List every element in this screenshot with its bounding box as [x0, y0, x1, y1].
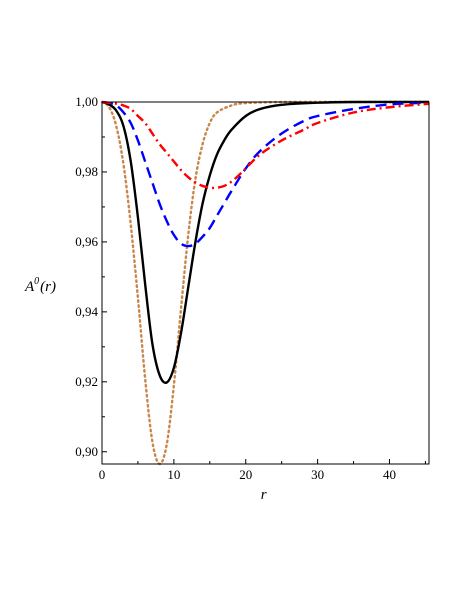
series-line-dotted	[100, 100, 431, 466]
y-tick-label: 0,96	[75, 234, 98, 249]
y-axis-label: A0(r)	[24, 276, 56, 295]
y-axis-label-arg: (r)	[40, 279, 56, 295]
y-tick-label: 0,90	[75, 444, 98, 459]
x-tick-label: 0	[99, 467, 106, 482]
x-tick-label: 30	[311, 467, 324, 482]
y-tick-label: 0,94	[75, 304, 98, 319]
y-axis-label-base: A	[24, 279, 35, 295]
x-tick-label: 10	[167, 467, 180, 482]
y-axis-label-superscript: 0	[34, 276, 39, 287]
series-line-solid	[101, 100, 430, 384]
plot-lines	[100, 100, 431, 466]
y-tick-label: 1,00	[75, 94, 98, 109]
series-line-dashed	[101, 100, 430, 248]
y-tick-label: 0,98	[75, 164, 98, 179]
y-axis-ticks: 0,90 0,92 0,94 0,96 0,98 1,00	[75, 94, 107, 459]
y-tick-label: 0,92	[75, 374, 98, 389]
x-tick-label: 20	[239, 467, 252, 482]
x-tick-label: 40	[383, 467, 396, 482]
plot-frame	[101, 101, 430, 465]
x-axis-ticks: 0 10 20 30 40	[99, 459, 426, 482]
x-axis-label: r	[261, 487, 267, 503]
